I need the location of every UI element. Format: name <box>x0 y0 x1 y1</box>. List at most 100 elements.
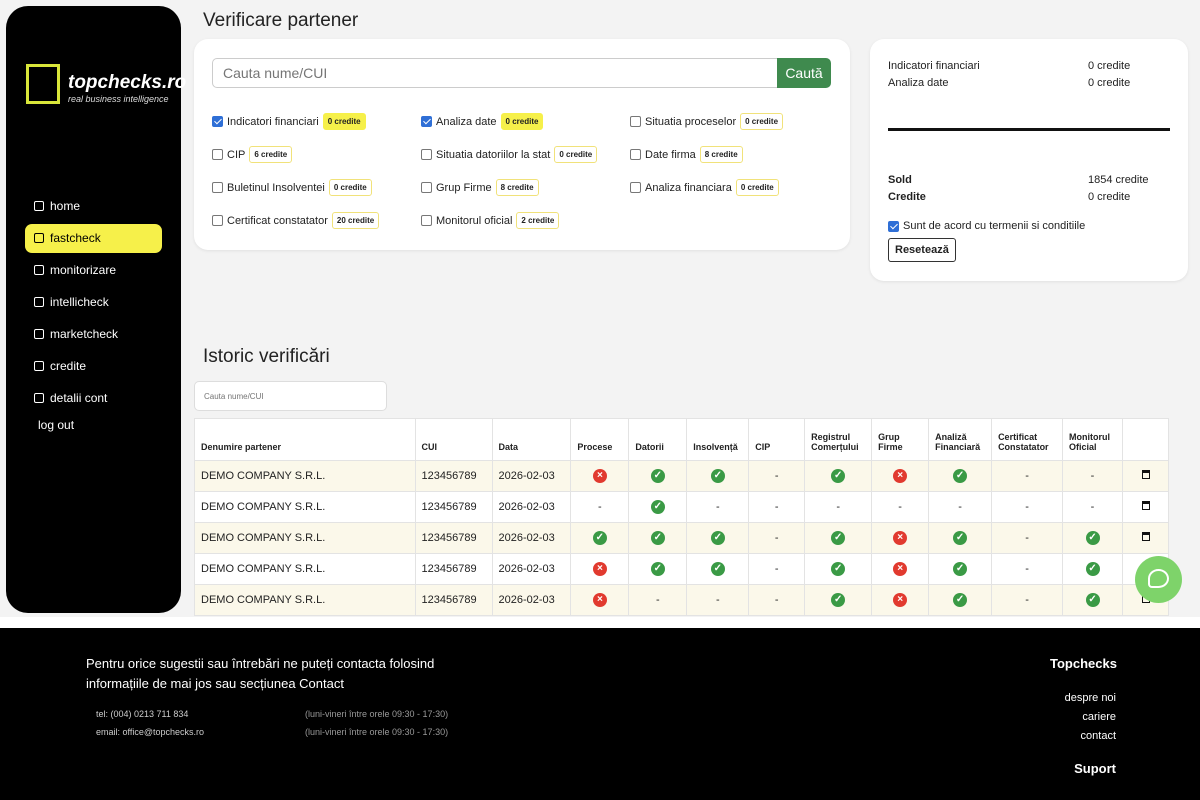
nav-item[interactable]: intellicheck <box>25 288 162 317</box>
search-button[interactable]: Caută <box>777 58 831 88</box>
cell: - <box>805 492 872 523</box>
cell: - <box>687 492 749 523</box>
column-header: Analiză Financiară <box>929 419 992 461</box>
reset-button[interactable]: Resetează <box>888 238 956 262</box>
status-cell: × <box>571 554 629 585</box>
status-fail: × <box>893 531 907 545</box>
cell: - <box>571 492 629 523</box>
checkbox[interactable] <box>212 182 223 193</box>
option[interactable]: Situatia proceselor0 credite <box>630 113 783 130</box>
checkbox[interactable] <box>421 116 432 127</box>
status-cell: ✓ <box>805 585 872 616</box>
nav-item[interactable]: credite <box>25 352 162 381</box>
delete-icon[interactable] <box>1142 501 1150 510</box>
summary-row: Analiza date0 credite <box>888 77 1170 89</box>
status-cell: × <box>872 523 929 554</box>
status-ok: ✓ <box>711 469 725 483</box>
credit-badge: 20 credite <box>332 212 379 229</box>
status-ok: ✓ <box>831 531 845 545</box>
checkbox[interactable] <box>421 149 432 160</box>
summary-row: Sold1854 credite <box>888 174 1170 186</box>
footer: Pentru orice sugestii sau întrebări ne p… <box>0 628 1200 800</box>
footer-link[interactable]: cariere <box>1082 711 1116 723</box>
footer-link[interactable]: contact <box>1081 730 1116 742</box>
checkbox[interactable] <box>630 116 641 127</box>
summary-value: 0 credite <box>1088 60 1130 72</box>
option[interactable]: Buletinul Insolventei0 credite <box>212 179 372 196</box>
status-cell: ✓ <box>571 523 629 554</box>
option[interactable]: Grup Firme8 credite <box>421 179 539 196</box>
nav-icon <box>34 297 44 307</box>
checkbox[interactable] <box>212 149 223 160</box>
credit-badge: 8 credite <box>700 146 743 163</box>
nav-item[interactable]: home <box>25 192 162 221</box>
nav-label: intellicheck <box>50 295 109 309</box>
column-header: Insolvență <box>687 419 749 461</box>
status-cell: × <box>571 585 629 616</box>
option[interactable]: Date firma8 credite <box>630 146 743 163</box>
status-cell: ✓ <box>929 523 992 554</box>
chat-icon <box>1148 569 1169 588</box>
option-label: Monitorul oficial <box>436 215 512 227</box>
credit-badge: 0 credite <box>323 113 366 130</box>
delete-cell <box>1123 492 1169 523</box>
nav-item[interactable]: fastcheck <box>25 224 162 253</box>
cell: - <box>992 523 1063 554</box>
footer-link[interactable]: despre noi <box>1065 692 1116 704</box>
option[interactable]: Analiza financiara0 credite <box>630 179 779 196</box>
chat-button[interactable] <box>1135 556 1182 603</box>
divider <box>888 128 1170 131</box>
status-ok: ✓ <box>711 531 725 545</box>
terms[interactable]: Sunt de acord cu termenii si conditiile <box>888 220 1085 232</box>
nav-item[interactable]: marketcheck <box>25 320 162 349</box>
option[interactable]: Certificat constatator20 credite <box>212 212 379 229</box>
credit-badge: 8 credite <box>496 179 539 196</box>
logo-mark <box>26 64 60 104</box>
summary-row: Credite0 credite <box>888 191 1170 203</box>
status-cell: ✓ <box>1063 523 1123 554</box>
option-label: CIP <box>227 149 245 161</box>
cell: DEMO COMPANY S.R.L. <box>195 585 416 616</box>
credit-badge: 2 credite <box>516 212 559 229</box>
table-body: DEMO COMPANY S.R.L.1234567892026-02-03×✓… <box>195 461 1169 616</box>
status-ok: ✓ <box>651 562 665 576</box>
option[interactable]: Monitorul oficial 2 credite <box>421 212 559 229</box>
status-ok: ✓ <box>953 531 967 545</box>
checkbox[interactable] <box>212 116 223 127</box>
status-ok: ✓ <box>1086 531 1100 545</box>
search-input[interactable] <box>212 58 778 88</box>
logo[interactable]: topchecks.ro real business intelligence <box>26 62 176 118</box>
option[interactable]: Indicatori financiari 0 credite <box>212 113 366 130</box>
status-cell: × <box>872 461 929 492</box>
status-cell: ✓ <box>1063 585 1123 616</box>
checkbox[interactable] <box>421 182 432 193</box>
credit-badge: 0 credite <box>329 179 372 196</box>
option[interactable]: CIP6 credite <box>212 146 292 163</box>
status-cell: ✓ <box>805 554 872 585</box>
logout[interactable]: log out <box>38 418 74 432</box>
option[interactable]: Situatia datoriilor la stat0 credite <box>421 146 597 163</box>
status-ok: ✓ <box>831 562 845 576</box>
nav-item[interactable]: detalii cont <box>25 384 162 413</box>
status-ok: ✓ <box>953 469 967 483</box>
cell: - <box>992 585 1063 616</box>
status-fail: × <box>593 593 607 607</box>
option[interactable]: Analiza date0 credite <box>421 113 543 130</box>
summary-value: 0 credite <box>1088 191 1130 203</box>
checkbox[interactable] <box>212 215 223 226</box>
checkbox[interactable] <box>630 149 641 160</box>
delete-icon[interactable] <box>1142 470 1150 479</box>
option-label: Indicatori financiari <box>227 116 319 128</box>
history-search[interactable] <box>194 381 387 411</box>
terms-checkbox[interactable] <box>888 221 899 232</box>
app: topchecks.ro real business intelligence … <box>0 0 1200 617</box>
checkbox[interactable] <box>630 182 641 193</box>
nav-label: marketcheck <box>50 327 118 341</box>
checkbox[interactable] <box>421 215 432 226</box>
delete-icon[interactable] <box>1142 532 1150 541</box>
cell: 123456789 <box>415 461 492 492</box>
column-header: Monitorul Oficial <box>1063 419 1123 461</box>
cell: - <box>992 554 1063 585</box>
nav-item[interactable]: monitorizare <box>25 256 162 285</box>
